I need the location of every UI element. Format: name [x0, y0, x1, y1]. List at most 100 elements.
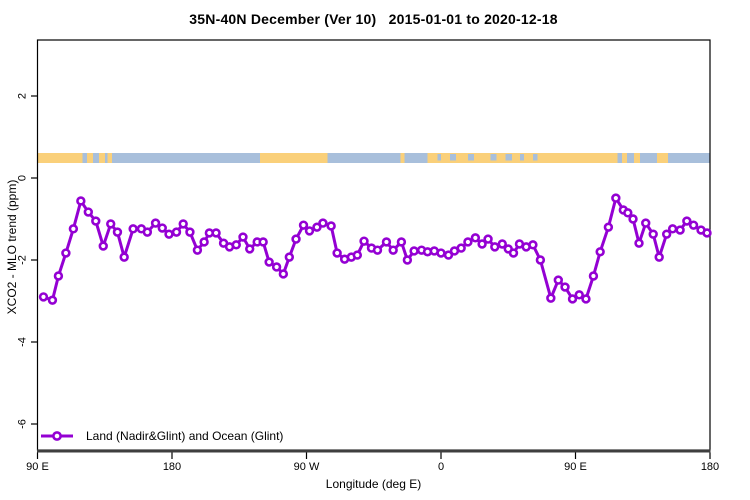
data-point-marker [463, 237, 473, 247]
data-point-marker [535, 255, 546, 265]
y-tick-label: 0 [17, 175, 29, 181]
data-point-marker [560, 282, 570, 292]
x-tick-label: 180 [701, 461, 719, 473]
data-point-marker [171, 227, 182, 237]
x-tick-label: 90 E [564, 461, 587, 473]
data-point-marker [648, 229, 658, 239]
data-point-marker [211, 228, 221, 238]
data-point-marker [112, 227, 123, 237]
x-axis-label: Longitude (deg E) [325, 477, 422, 491]
data-point-marker [381, 237, 392, 247]
ocean-strip-patch [532, 153, 538, 161]
data-point-marker [142, 227, 153, 237]
data-point-marker [528, 240, 538, 250]
data-point-marker [352, 250, 363, 260]
data-point-marker [199, 237, 209, 247]
ocean-strip-patch [505, 153, 512, 161]
y-tick-label: -2 [17, 255, 29, 265]
data-point-marker [68, 224, 79, 234]
chart-title: 35N-40N December (Ver 10) 2015-01-01 to … [189, 11, 558, 27]
data-point-marker [264, 257, 274, 267]
data-point-marker [185, 227, 195, 237]
data-point-marker [284, 252, 295, 262]
data-point-marker [231, 240, 241, 250]
land-strip-segment [633, 152, 640, 163]
data-point-marker [574, 290, 584, 300]
data-point-marker [61, 248, 71, 258]
land-strip-segment [98, 152, 105, 163]
data-point-marker [443, 250, 454, 260]
ocean-strip [37, 152, 710, 163]
data-point-marker [53, 271, 64, 281]
data-point-marker [76, 196, 86, 206]
x-tick-label: 90 E [26, 461, 49, 473]
data-point-marker [661, 229, 672, 239]
data-point-marker [634, 238, 644, 248]
data-point-marker [546, 293, 556, 303]
data-point-marker [409, 246, 419, 256]
legend-label: Land (Nadir&Glint) and Ocean (Glint) [86, 429, 284, 443]
data-point-marker [258, 237, 268, 247]
data-point-marker [83, 207, 94, 217]
data-point-marker [278, 269, 289, 279]
data-point-marker [483, 234, 493, 244]
data-point-marker [312, 222, 322, 232]
data-point-marker [508, 248, 519, 258]
data-point-marker [497, 239, 507, 249]
data-point-marker [238, 232, 248, 242]
data-point-marker [456, 243, 466, 253]
data-point-marker [641, 218, 651, 228]
data-point-marker [702, 228, 712, 238]
ocean-strip-patch [467, 153, 474, 161]
y-tick-label: -6 [17, 419, 29, 429]
land-ocean-strip [37, 152, 710, 163]
data-point-marker [477, 239, 487, 249]
data-point-marker [654, 252, 664, 262]
data-point-marker [318, 218, 328, 228]
data-point-marker [291, 234, 301, 244]
data-series [38, 193, 712, 305]
data-point-marker [298, 220, 309, 230]
data-point-marker [490, 242, 500, 252]
data-point-marker [91, 216, 101, 226]
y-axis-label: XCO2 - MLO trend (ppm) [5, 179, 19, 315]
data-point-marker [164, 229, 174, 239]
data-point-marker [38, 292, 49, 302]
data-point-marker [332, 248, 342, 258]
land-strip-segment [400, 152, 405, 163]
data-point-marker [603, 222, 614, 232]
data-point-marker [675, 225, 685, 235]
data-point-marker [326, 221, 336, 231]
data-point-marker [667, 224, 678, 234]
data-point-marker [436, 248, 446, 258]
data-point-marker [157, 223, 167, 233]
data-point-marker [688, 220, 699, 230]
ocean-strip-patch [437, 153, 441, 161]
y-tick-label: 2 [17, 93, 29, 99]
data-point-marker [402, 255, 413, 265]
data-point-marker [396, 237, 407, 247]
data-point-marker [271, 262, 282, 272]
data-point-marker [128, 224, 138, 234]
land-strip-segment [621, 152, 628, 163]
legend: Land (Nadir&Glint) and Ocean (Glint) [40, 429, 283, 443]
data-point-marker [178, 219, 188, 229]
data-point-marker [595, 247, 605, 257]
plot-border [36, 39, 711, 453]
y-tick-label: -4 [17, 337, 29, 347]
data-point-marker [119, 252, 129, 262]
data-point-marker [245, 244, 255, 254]
land-strip-segment [260, 152, 328, 163]
data-point-marker [47, 295, 58, 305]
data-point-marker [106, 219, 116, 229]
data-point-marker [623, 208, 633, 218]
x-tick-label: 180 [163, 461, 181, 473]
data-point-marker [359, 236, 369, 246]
land-strip-segment [37, 152, 83, 163]
data-point-marker [553, 275, 564, 285]
y-axis-ticks: 2 0 -2 -4 -6 [17, 93, 38, 429]
data-point-marker [628, 214, 638, 224]
legend-line-marker-icon [41, 431, 73, 441]
ocean-strip-patch [449, 153, 456, 161]
